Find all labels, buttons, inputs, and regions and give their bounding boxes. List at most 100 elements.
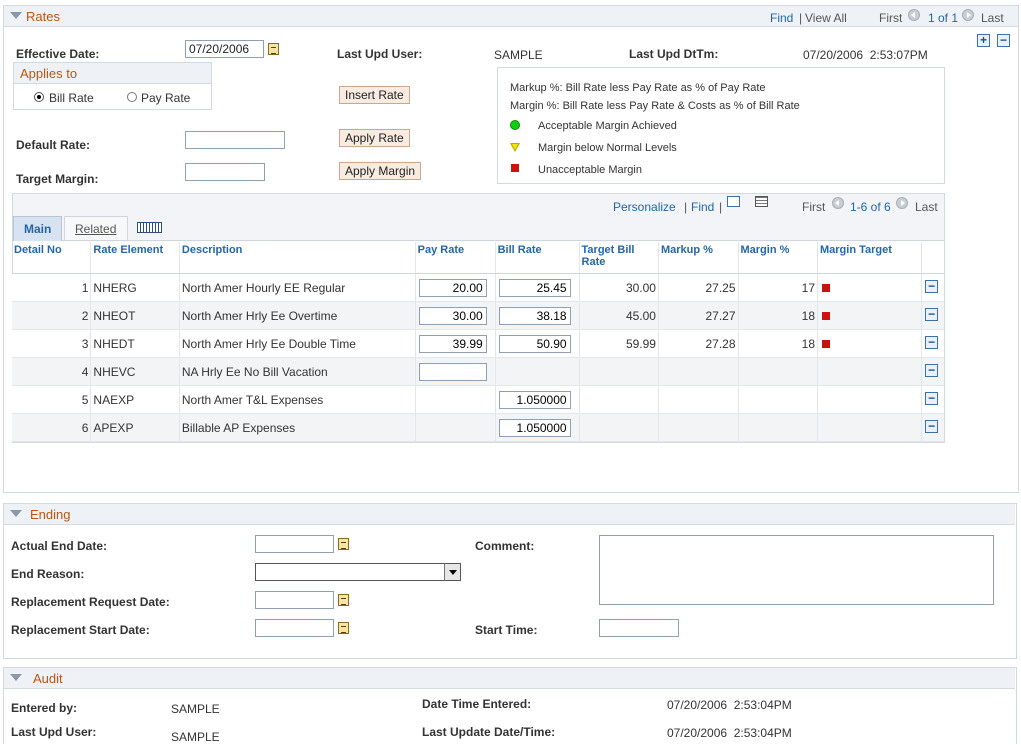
tab-related[interactable]: Related	[64, 216, 128, 240]
bill-rate-input[interactable]	[498, 278, 571, 297]
end-reason-select[interactable]	[255, 563, 461, 581]
table-row: 4 NHEVC NA Hrly Ee No Bill Vacation −	[12, 357, 944, 386]
bill-rate-input[interactable]	[498, 390, 571, 409]
show-all-columns-icon[interactable]	[137, 222, 162, 233]
margin-definition: Margin %: Bill Rate less Pay Rate & Cost…	[510, 100, 800, 112]
calendar-icon[interactable]	[268, 43, 279, 55]
ending-header: Ending	[4, 504, 1015, 525]
description-cell: North Amer Hourly EE Regular	[178, 273, 416, 302]
tab-strip	[13, 214, 944, 241]
calendar-icon[interactable]	[338, 594, 349, 606]
comment-textarea[interactable]	[599, 535, 994, 605]
comment-label: Comment:	[475, 539, 535, 553]
rate-element-cell: NHEVC	[90, 357, 180, 386]
delete-row-icon[interactable]: −	[925, 392, 939, 405]
actual-end-date-input[interactable]	[255, 535, 334, 553]
bill-rate-cell	[494, 357, 580, 386]
bill-rate-input[interactable]	[498, 418, 571, 437]
margin-target-cell	[816, 385, 922, 414]
description-cell: North Amer Hrly Ee Double Time	[178, 329, 416, 358]
col-pay-rate: Pay Rate	[414, 242, 496, 274]
pay-rate-input[interactable]	[418, 362, 487, 381]
grid-find-link[interactable]: Find	[691, 200, 715, 214]
view-all-link[interactable]: View All	[805, 11, 847, 25]
col-markup: Markup %	[657, 242, 738, 274]
calendar-icon[interactable]	[338, 622, 349, 634]
pay-rate-cell	[414, 357, 496, 386]
target-margin-label: Target Margin:	[16, 172, 99, 186]
delete-row-icon[interactable]: −	[925, 364, 939, 377]
delete-row-icon[interactable]: −	[925, 336, 939, 349]
effective-date-label: Effective Date:	[16, 47, 100, 61]
start-time-input[interactable]	[599, 619, 679, 637]
bill-rate-input[interactable]	[498, 334, 571, 353]
rate-element-cell: NHERG	[90, 273, 180, 302]
grid-separator-2: |	[719, 200, 723, 214]
description-cell: North Amer Hrly Ee Overtime	[178, 301, 416, 330]
yellow-legend-label: Margin below Normal Levels	[538, 142, 677, 154]
view-in-new-window-icon[interactable]	[727, 196, 740, 207]
target-margin-input[interactable]	[185, 163, 265, 181]
markup-cell: 27.27	[657, 301, 738, 330]
grid-next-icon[interactable]	[896, 197, 908, 209]
markup-cell	[657, 385, 738, 414]
delete-row-icon[interactable]: −	[925, 308, 939, 321]
find-link[interactable]: Find	[770, 11, 794, 25]
delete-row-icon[interactable]: −	[925, 420, 939, 433]
bill-rate-radio[interactable]	[34, 92, 44, 102]
pay-rate-input[interactable]	[418, 334, 487, 353]
markup-definition: Markup %: Bill Rate less Pay Rate as % o…	[510, 82, 766, 94]
add-row-icon[interactable]: +	[977, 34, 990, 47]
personalize-link[interactable]: Personalize	[613, 200, 676, 214]
replacement-start-date-input[interactable]	[255, 619, 334, 637]
yellow-triangle-fill	[512, 144, 518, 150]
default-rate-input[interactable]	[185, 131, 285, 149]
date-time-entered-value: 07/20/2006 2:53:04PM	[667, 698, 792, 712]
pay-rate-input[interactable]	[418, 306, 487, 325]
delete-row-icon[interactable]: −	[997, 34, 1010, 47]
delete-row-icon[interactable]: −	[925, 280, 939, 293]
red-square-icon	[511, 164, 519, 172]
row-action-cell: −	[921, 385, 944, 414]
col-description: Description	[178, 242, 416, 274]
pay-rate-radio[interactable]	[127, 92, 137, 102]
download-spreadsheet-icon[interactable]	[755, 196, 768, 207]
ending-title: Ending	[30, 507, 71, 522]
pay-rate-cell	[414, 329, 496, 358]
collapse-triangle-icon[interactable]	[10, 674, 22, 681]
calendar-icon[interactable]	[338, 538, 349, 550]
tab-main[interactable]: Main	[13, 216, 62, 241]
margin-cell: 18	[737, 329, 818, 358]
col-margin-target: Margin Target	[816, 242, 922, 274]
bill-rate-input[interactable]	[498, 306, 571, 325]
start-time-label: Start Time:	[475, 623, 538, 637]
margin-target-cell	[816, 273, 922, 302]
detail-no-cell: 5	[12, 385, 91, 414]
last-upd-user-value: SAMPLE	[494, 48, 543, 62]
previous-icon[interactable]	[908, 9, 920, 21]
audit-title: Audit	[33, 671, 63, 686]
row-action-cell: −	[921, 413, 944, 442]
red-square-icon	[822, 283, 830, 292]
margin-target-cell	[816, 301, 922, 330]
grid-previous-icon[interactable]	[832, 197, 844, 209]
row-action-cell: −	[921, 273, 944, 302]
margin-cell	[737, 385, 818, 414]
target-bill-rate-cell: 59.99	[578, 329, 659, 358]
replacement-request-date-input[interactable]	[255, 591, 334, 609]
rates-section	[3, 5, 1019, 493]
apply-margin-button[interactable]: Apply Margin	[339, 162, 422, 180]
next-icon[interactable]	[962, 9, 974, 21]
last-upd-user-label: Last Upd User:	[337, 47, 423, 61]
apply-rate-button[interactable]: Apply Rate	[339, 129, 410, 147]
dropdown-arrow-icon[interactable]	[444, 564, 460, 580]
collapse-triangle-icon[interactable]	[10, 12, 22, 19]
first-label: First	[879, 11, 903, 25]
collapse-triangle-icon[interactable]	[10, 510, 22, 517]
insert-rate-button[interactable]: Insert Rate	[339, 86, 410, 104]
row-count: 1 of 1	[928, 11, 959, 25]
pay-rate-input[interactable]	[418, 278, 487, 297]
effective-date-input[interactable]	[185, 40, 264, 58]
